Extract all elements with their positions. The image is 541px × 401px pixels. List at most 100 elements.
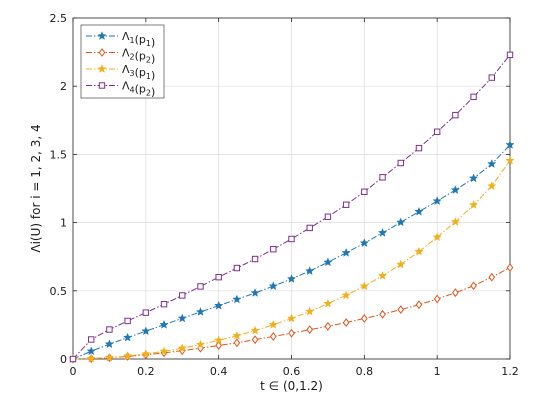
series-1-point (232, 294, 242, 304)
series-3-point (396, 259, 406, 269)
series-2-point (233, 338, 241, 348)
series-1-point (122, 332, 133, 342)
series-3-point (359, 281, 369, 291)
series-3-point (250, 325, 260, 335)
series-3 (68, 155, 515, 363)
series-3-point (141, 349, 151, 358)
series-1-point (468, 173, 479, 183)
series-4-point (470, 93, 477, 101)
series-1-point (214, 300, 224, 310)
series-3-point (159, 346, 169, 356)
series-4-point (179, 292, 186, 299)
series-4-point (379, 174, 386, 181)
series-3-point (450, 217, 461, 226)
x-axis-label: t ∈ (0,1.2) (260, 379, 323, 393)
x-tick-label: 0.4 (210, 365, 228, 378)
series-3-point (232, 330, 242, 340)
series-4-point (415, 144, 423, 152)
y-tick-label: 0.5 (50, 285, 68, 298)
x-tick-label: 0.8 (356, 365, 374, 378)
series-4-point (361, 188, 368, 195)
series-2-point (433, 294, 441, 304)
series-3-point (268, 319, 278, 329)
series-1-point (159, 319, 169, 329)
series-2-point (251, 335, 259, 345)
series-4-point (288, 235, 295, 243)
legend-label: Λ3(p1) (122, 63, 155, 82)
series-2-point (269, 332, 277, 341)
series-4-point (506, 51, 514, 59)
series-1-point (359, 238, 369, 248)
series-3-point (305, 306, 315, 316)
series-1-point (141, 326, 151, 336)
series-4-point (233, 264, 241, 272)
series-4-point (342, 201, 350, 208)
series-3-point (214, 335, 224, 345)
series-1-point (377, 227, 388, 237)
series-1-point (396, 217, 406, 227)
series-1-point (250, 288, 260, 297)
series-2-point (506, 263, 514, 273)
series-2-point (215, 341, 222, 350)
legend-marker (97, 31, 107, 40)
x-tick-label: 0 (70, 365, 77, 378)
series-3-point (341, 290, 351, 300)
series-3-point (487, 181, 497, 191)
series-3-point (432, 232, 442, 242)
series-4-point (270, 245, 277, 253)
x-tick-label: 1 (434, 365, 441, 378)
series-3-point (177, 343, 187, 353)
series-1-point (268, 281, 278, 291)
series-3-point (195, 339, 206, 349)
legend-entry-4: Λ4(p2) (86, 80, 155, 99)
series-3-point (323, 298, 333, 308)
x-tick-label: 1.2 (501, 365, 519, 378)
series-4-point (452, 111, 459, 119)
series-4-point (142, 309, 150, 316)
series-1-point (341, 247, 351, 257)
y-tick-label: 1 (60, 217, 67, 230)
series-4-point (106, 326, 113, 333)
series-4-point (251, 255, 259, 263)
series-1-point (104, 339, 115, 349)
series-1-point (86, 346, 96, 356)
series-3-point (377, 270, 388, 280)
series-4-point (160, 300, 168, 308)
series-3-point (86, 353, 96, 363)
series-4 (69, 51, 514, 363)
series-3-point (505, 155, 515, 165)
series-2-point (452, 288, 459, 298)
series-3-point (104, 352, 115, 362)
series-2-point (361, 314, 368, 323)
series-2-point (306, 325, 314, 335)
x-tick-label: 0.2 (137, 365, 155, 378)
y-tick-label: 2 (60, 80, 67, 93)
series-3-point (122, 351, 133, 360)
x-tick-label: 0.6 (283, 365, 301, 378)
series-4-point (488, 74, 495, 81)
legend-marker (97, 64, 107, 73)
legend-label: Λ4(p2) (122, 80, 155, 99)
series-2-point (288, 328, 295, 338)
legend-entry-1: Λ1(p1) (86, 30, 155, 49)
series-layer (68, 51, 515, 364)
series-4-point (433, 128, 441, 135)
series-3-point (414, 246, 424, 256)
series-4-point (306, 224, 313, 232)
series-1-point (195, 307, 206, 316)
legend-entry-3: Λ3(p1) (86, 63, 155, 82)
series-2-point (324, 321, 332, 331)
series-1-point (450, 185, 461, 194)
series-1-point (305, 266, 315, 275)
y-tick-label: 2.5 (50, 12, 68, 25)
series-1-point (323, 257, 333, 267)
series-1-point (414, 206, 424, 216)
series-4-point (197, 283, 204, 290)
series-2-point (379, 309, 386, 319)
series-2-point (470, 281, 477, 291)
series-4-point (397, 159, 404, 167)
series-2-point (415, 300, 423, 310)
series-1-point (432, 196, 442, 206)
series-4-point (324, 213, 332, 220)
